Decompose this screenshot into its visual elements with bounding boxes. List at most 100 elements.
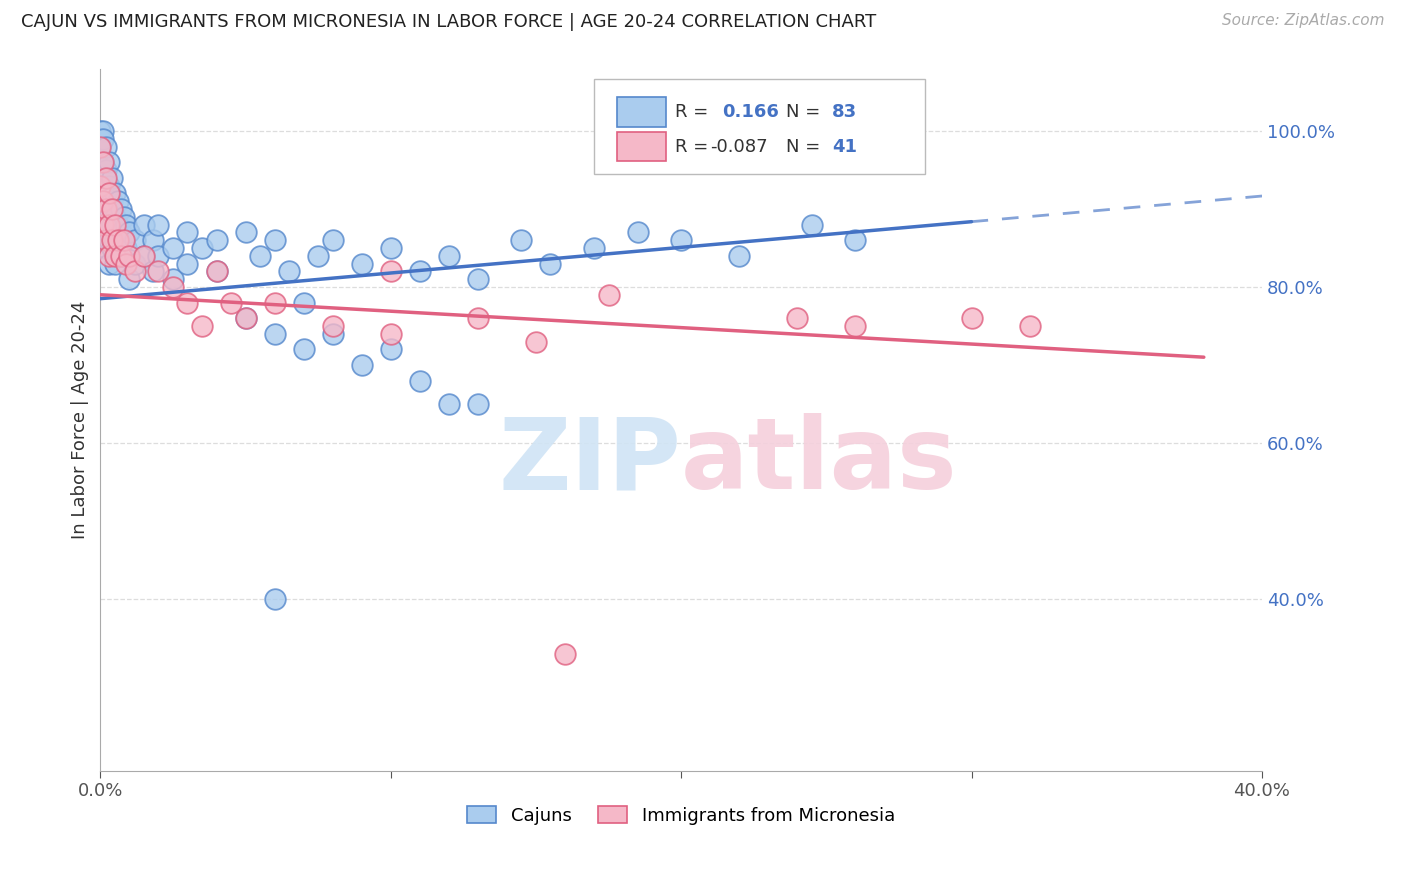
Point	[191, 318, 214, 333]
Point	[107, 218, 129, 232]
Y-axis label: In Labor Force | Age 20-24: In Labor Force | Age 20-24	[72, 301, 89, 539]
Point	[112, 210, 135, 224]
Point	[98, 249, 121, 263]
Point	[437, 397, 460, 411]
Point	[98, 233, 121, 247]
Point	[409, 374, 432, 388]
Point	[96, 139, 118, 153]
Point	[91, 155, 114, 169]
Point	[96, 241, 118, 255]
Point	[176, 295, 198, 310]
Point	[540, 256, 562, 270]
Point	[176, 225, 198, 239]
Text: N =: N =	[786, 137, 825, 155]
Point	[162, 272, 184, 286]
Point	[380, 343, 402, 357]
Point	[350, 256, 373, 270]
Point	[800, 218, 823, 232]
Point	[350, 358, 373, 372]
Point	[91, 178, 114, 193]
Text: CAJUN VS IMMIGRANTS FROM MICRONESIA IN LABOR FORCE | AGE 20-24 CORRELATION CHART: CAJUN VS IMMIGRANTS FROM MICRONESIA IN L…	[21, 13, 876, 31]
Point	[89, 132, 111, 146]
Point	[162, 280, 184, 294]
Point	[98, 210, 121, 224]
Point	[510, 233, 533, 247]
Point	[110, 249, 132, 263]
Point	[292, 343, 315, 357]
Point	[91, 202, 114, 216]
Point	[249, 249, 271, 263]
Text: Source: ZipAtlas.com: Source: ZipAtlas.com	[1222, 13, 1385, 29]
Point	[104, 249, 127, 263]
Point	[219, 295, 242, 310]
Point	[132, 249, 155, 263]
Point	[101, 241, 124, 255]
FancyBboxPatch shape	[593, 79, 925, 174]
Point	[148, 249, 170, 263]
Point	[409, 264, 432, 278]
Point	[98, 218, 121, 232]
Point	[263, 326, 285, 341]
Point	[1018, 318, 1040, 333]
Point	[118, 272, 141, 286]
Point	[322, 318, 344, 333]
Point	[98, 186, 121, 201]
Point	[307, 249, 329, 263]
Point	[98, 155, 121, 169]
Point	[322, 233, 344, 247]
Point	[132, 218, 155, 232]
Point	[101, 218, 124, 232]
Point	[554, 647, 576, 661]
FancyBboxPatch shape	[617, 132, 666, 161]
Point	[96, 170, 118, 185]
Point	[107, 194, 129, 209]
Point	[98, 256, 121, 270]
Point	[89, 139, 111, 153]
Point	[89, 139, 111, 153]
Point	[669, 233, 692, 247]
Text: 41: 41	[832, 137, 858, 155]
Point	[205, 233, 228, 247]
Point	[191, 241, 214, 255]
Text: 0.166: 0.166	[721, 103, 779, 121]
Point	[124, 256, 146, 270]
Point	[112, 233, 135, 247]
Text: -0.087: -0.087	[710, 137, 768, 155]
Point	[437, 249, 460, 263]
Point	[292, 295, 315, 310]
Point	[142, 264, 165, 278]
Point	[467, 397, 489, 411]
Text: R =: R =	[675, 103, 714, 121]
Point	[104, 186, 127, 201]
Point	[844, 318, 866, 333]
Point	[107, 233, 129, 247]
Point	[786, 311, 808, 326]
Point	[104, 218, 127, 232]
Point	[101, 233, 124, 247]
Point	[205, 264, 228, 278]
Point	[112, 233, 135, 247]
Point	[380, 326, 402, 341]
Point	[148, 218, 170, 232]
Point	[91, 225, 114, 239]
Point	[89, 124, 111, 138]
Point	[728, 249, 751, 263]
Point	[91, 194, 114, 209]
Point	[91, 124, 114, 138]
Point	[98, 178, 121, 193]
Point	[115, 241, 138, 255]
Point	[524, 334, 547, 349]
Point	[582, 241, 605, 255]
Point	[176, 256, 198, 270]
Point	[101, 194, 124, 209]
Text: N =: N =	[786, 103, 825, 121]
Point	[101, 202, 124, 216]
Point	[235, 225, 257, 239]
Point	[91, 132, 114, 146]
Text: R =: R =	[675, 137, 714, 155]
Point	[124, 264, 146, 278]
Point	[263, 233, 285, 247]
Point	[96, 186, 118, 201]
Point	[104, 210, 127, 224]
Point	[278, 264, 301, 278]
